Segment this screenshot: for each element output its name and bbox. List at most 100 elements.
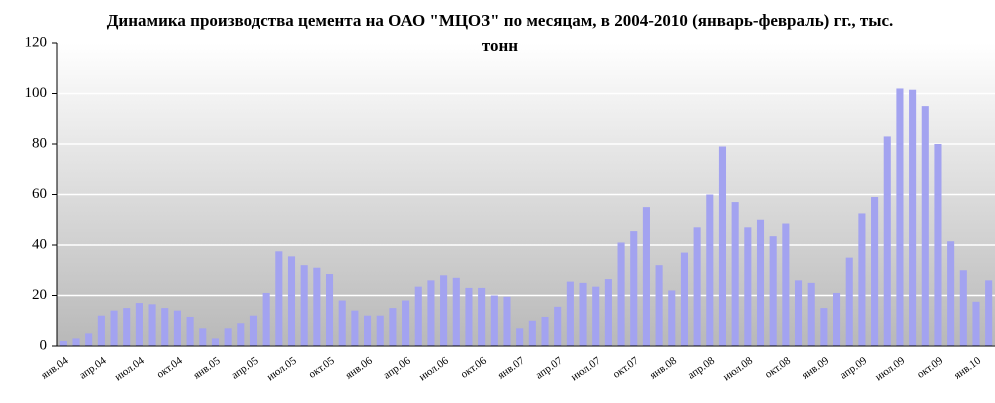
bar (490, 295, 498, 346)
y-tick-label: 60 (32, 186, 47, 202)
bar (617, 242, 625, 346)
bar (655, 265, 663, 346)
bar (794, 280, 803, 346)
x-tick-label: июл.06 (417, 354, 451, 383)
bar (389, 308, 397, 346)
bar (718, 146, 727, 346)
bar (959, 270, 967, 346)
chart-title: Динамика производства цемента на ОАО "МЦ… (106, 11, 894, 55)
bar (211, 338, 219, 346)
x-tick-label: янв.07 (495, 354, 527, 381)
bar (972, 301, 980, 346)
bar (554, 306, 562, 346)
bar (414, 286, 422, 346)
bar (871, 197, 879, 346)
bar (807, 282, 815, 346)
bar (465, 287, 473, 346)
x-tick-label: апр.07 (534, 354, 566, 381)
x-tick-label: янв.04 (39, 354, 71, 381)
x-tick-label: июл.05 (265, 354, 299, 383)
x-tick-label: окт.04 (154, 354, 185, 380)
x-tick-label: янв.08 (648, 354, 680, 381)
x-tick-label: окт.07 (611, 354, 642, 380)
bar (731, 202, 739, 346)
bar (478, 287, 486, 346)
bar (756, 219, 765, 346)
y-tick-label: 100 (25, 85, 48, 101)
bar (668, 290, 676, 346)
bar (148, 304, 156, 346)
bar (427, 280, 435, 346)
y-tick-label: 40 (32, 236, 47, 252)
x-tick-label: янв.09 (800, 354, 832, 381)
x-tick-label: янв.06 (343, 354, 375, 381)
x-tick-label: окт.08 (763, 354, 794, 380)
bar (287, 256, 296, 346)
x-tick-label: апр.09 (838, 354, 870, 381)
bar (135, 303, 143, 346)
bar (300, 265, 308, 346)
bar (921, 106, 929, 346)
bar (680, 252, 688, 346)
bar (85, 333, 93, 346)
y-tick-label: 20 (32, 287, 47, 303)
bar (541, 316, 549, 346)
bar (338, 300, 346, 346)
x-tick-label: янв.10 (952, 354, 984, 381)
bar (364, 315, 372, 346)
bar (630, 231, 638, 346)
bar (833, 292, 841, 346)
x-tick-label: июл.08 (721, 354, 755, 383)
bar (947, 241, 955, 346)
bar (604, 279, 612, 346)
x-tick-label: окт.09 (915, 354, 946, 380)
x-tick-label: янв.05 (191, 354, 223, 381)
bar (769, 236, 777, 346)
bar (452, 277, 460, 346)
bar (173, 310, 181, 346)
bar (110, 310, 118, 346)
bar (237, 323, 245, 346)
bar (845, 257, 853, 346)
x-tick-label: апр.04 (77, 354, 109, 381)
y-tick-label: 0 (40, 337, 48, 353)
bar (186, 316, 194, 346)
bar (97, 315, 105, 346)
bar (985, 280, 993, 346)
x-tick-label: окт.06 (459, 354, 490, 380)
bar (909, 89, 917, 347)
bar (934, 144, 942, 346)
x-tick-label: окт.05 (307, 354, 338, 380)
bar (199, 328, 207, 346)
bar (858, 213, 866, 346)
bar (566, 281, 574, 346)
bar (275, 251, 283, 346)
bar (820, 308, 828, 346)
bar (782, 223, 790, 346)
bar (579, 282, 587, 346)
bar (351, 310, 359, 346)
bar (642, 207, 650, 346)
bar (262, 292, 270, 346)
bar (72, 338, 80, 346)
bar (516, 328, 524, 346)
bar (744, 227, 752, 346)
bar (313, 267, 321, 346)
y-tick-label: 120 (25, 34, 48, 50)
x-tick-label: апр.05 (229, 354, 261, 381)
bar (161, 308, 169, 346)
bar (440, 275, 448, 346)
bar (325, 274, 334, 346)
bar (224, 328, 232, 346)
bar (376, 315, 384, 346)
x-tick-label: апр.08 (686, 354, 718, 381)
bar (59, 340, 67, 346)
bar (402, 300, 410, 346)
x-tick-label: июл.09 (873, 354, 907, 383)
bar (693, 227, 701, 346)
bar (706, 194, 714, 346)
x-tick-label: июл.07 (569, 354, 603, 383)
bar (528, 320, 536, 346)
